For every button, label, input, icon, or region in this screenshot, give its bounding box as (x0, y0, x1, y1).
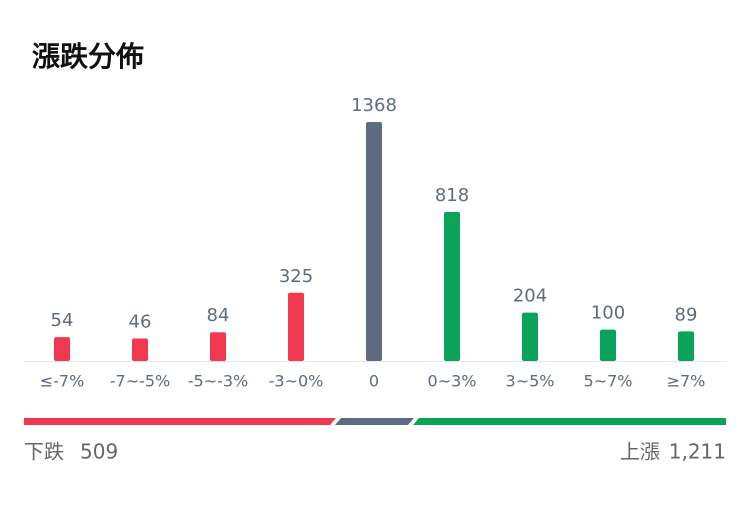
down-total: 509 (80, 440, 118, 464)
value-label: 818 (435, 185, 469, 206)
value-label: 100 (591, 303, 625, 324)
bar (54, 337, 70, 361)
x-tick-label: -7~-5% (110, 372, 171, 391)
value-label: 46 (129, 311, 152, 332)
value-label: 1368 (351, 95, 397, 116)
bar (288, 292, 304, 361)
up-bar (413, 418, 726, 425)
chart-title: 漲跌分佈 (32, 40, 144, 73)
value-label: 84 (207, 305, 230, 326)
flat-bar (335, 418, 414, 425)
x-tick-label: 5~7% (584, 372, 633, 391)
value-label: 204 (513, 286, 547, 307)
value-label: 89 (675, 304, 698, 325)
up-label: 上漲 (620, 440, 660, 464)
up-total: 1,211 (669, 440, 726, 464)
value-label: 54 (51, 310, 74, 331)
bar (600, 329, 616, 361)
bar (522, 312, 538, 361)
x-tick-label: ≥7% (667, 372, 706, 391)
value-label: 325 (279, 266, 313, 287)
bar (366, 122, 382, 361)
down-label: 下跌 (24, 440, 64, 464)
down-bar (24, 418, 336, 425)
x-tick-label: 0~3% (428, 372, 477, 391)
bar (132, 338, 148, 361)
x-tick-label: ≤-7% (40, 372, 85, 391)
bar (678, 331, 694, 361)
x-tick-label: 3~5% (506, 372, 555, 391)
x-tick-label: 0 (369, 372, 379, 391)
x-tick-label: -3~0% (269, 372, 324, 391)
x-tick-label: -5~-3% (188, 372, 249, 391)
bar (444, 212, 460, 361)
bar (210, 332, 226, 361)
